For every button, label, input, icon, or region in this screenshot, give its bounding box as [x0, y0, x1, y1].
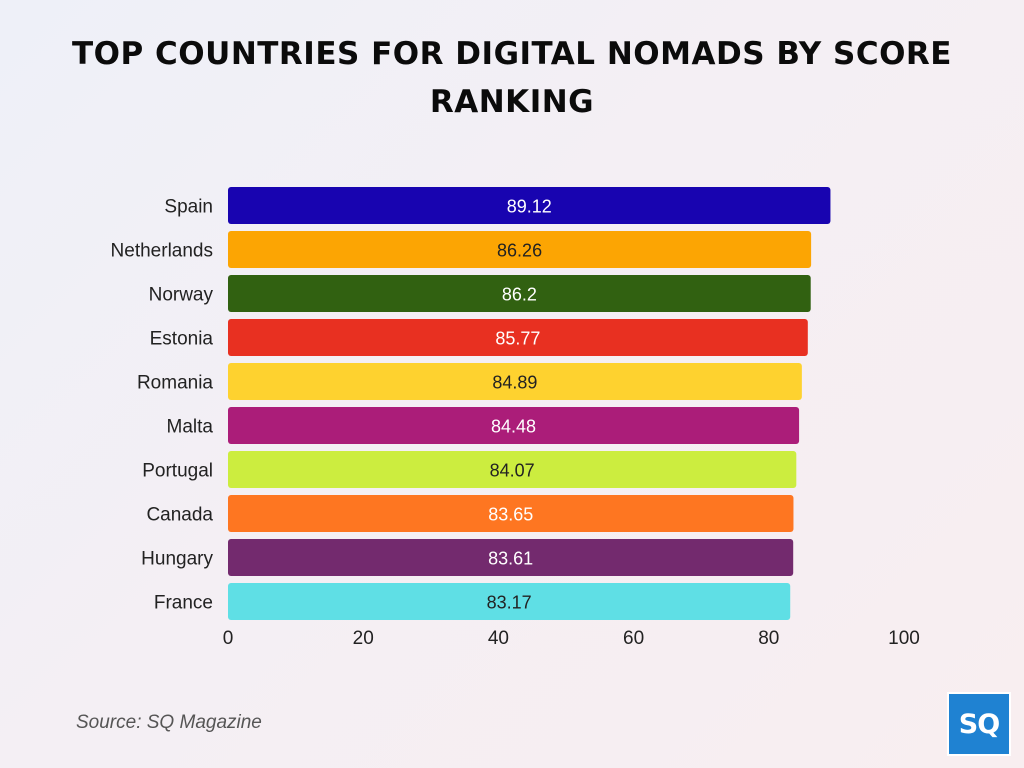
x-tick-label: 80: [758, 628, 779, 649]
value-label-estonia: 85.77: [495, 329, 540, 349]
x-tick-label: 0: [223, 628, 234, 649]
x-tick-label: 20: [353, 628, 374, 649]
category-label-estonia: Estonia: [150, 329, 214, 350]
bar-france: [228, 583, 791, 620]
value-label-norway: 86.2: [502, 285, 537, 305]
x-tick-label: 40: [488, 628, 509, 649]
category-label-france: France: [154, 593, 213, 614]
value-label-canada: 83.65: [488, 505, 533, 525]
category-label-portugal: Portugal: [142, 461, 213, 482]
category-label-romania: Romania: [137, 373, 213, 394]
bar-romania: [228, 363, 802, 400]
value-label-netherlands: 86.26: [497, 241, 542, 261]
x-tick-label: 100: [888, 628, 920, 649]
bar-netherlands: [228, 231, 812, 268]
category-label-spain: Spain: [164, 197, 213, 218]
category-label-netherlands: Netherlands: [111, 241, 213, 262]
value-label-france: 83.17: [487, 593, 532, 613]
bar-norway: [228, 275, 811, 312]
category-label-canada: Canada: [146, 505, 213, 526]
category-label-norway: Norway: [149, 285, 214, 306]
bar-hungary: [228, 539, 794, 576]
category-label-malta: Malta: [167, 417, 214, 438]
bar-spain: [228, 187, 831, 224]
bar-malta: [228, 407, 800, 444]
sq-logo: SQ: [947, 692, 1011, 756]
bar-portugal: [228, 451, 797, 488]
chart-title: TOP COUNTRIES FOR DIGITAL NOMADS BY SCOR…: [72, 36, 952, 120]
value-label-spain: 89.12: [507, 197, 552, 217]
bar-estonia: [228, 319, 808, 356]
value-label-hungary: 83.61: [488, 549, 533, 569]
value-label-portugal: 84.07: [490, 461, 535, 481]
bar-canada: [228, 495, 794, 532]
value-label-romania: 84.89: [492, 373, 537, 393]
x-tick-label: 60: [623, 628, 644, 649]
value-label-malta: 84.48: [491, 417, 536, 437]
source-note: Source: SQ Magazine: [76, 712, 262, 733]
category-label-hungary: Hungary: [141, 549, 213, 570]
